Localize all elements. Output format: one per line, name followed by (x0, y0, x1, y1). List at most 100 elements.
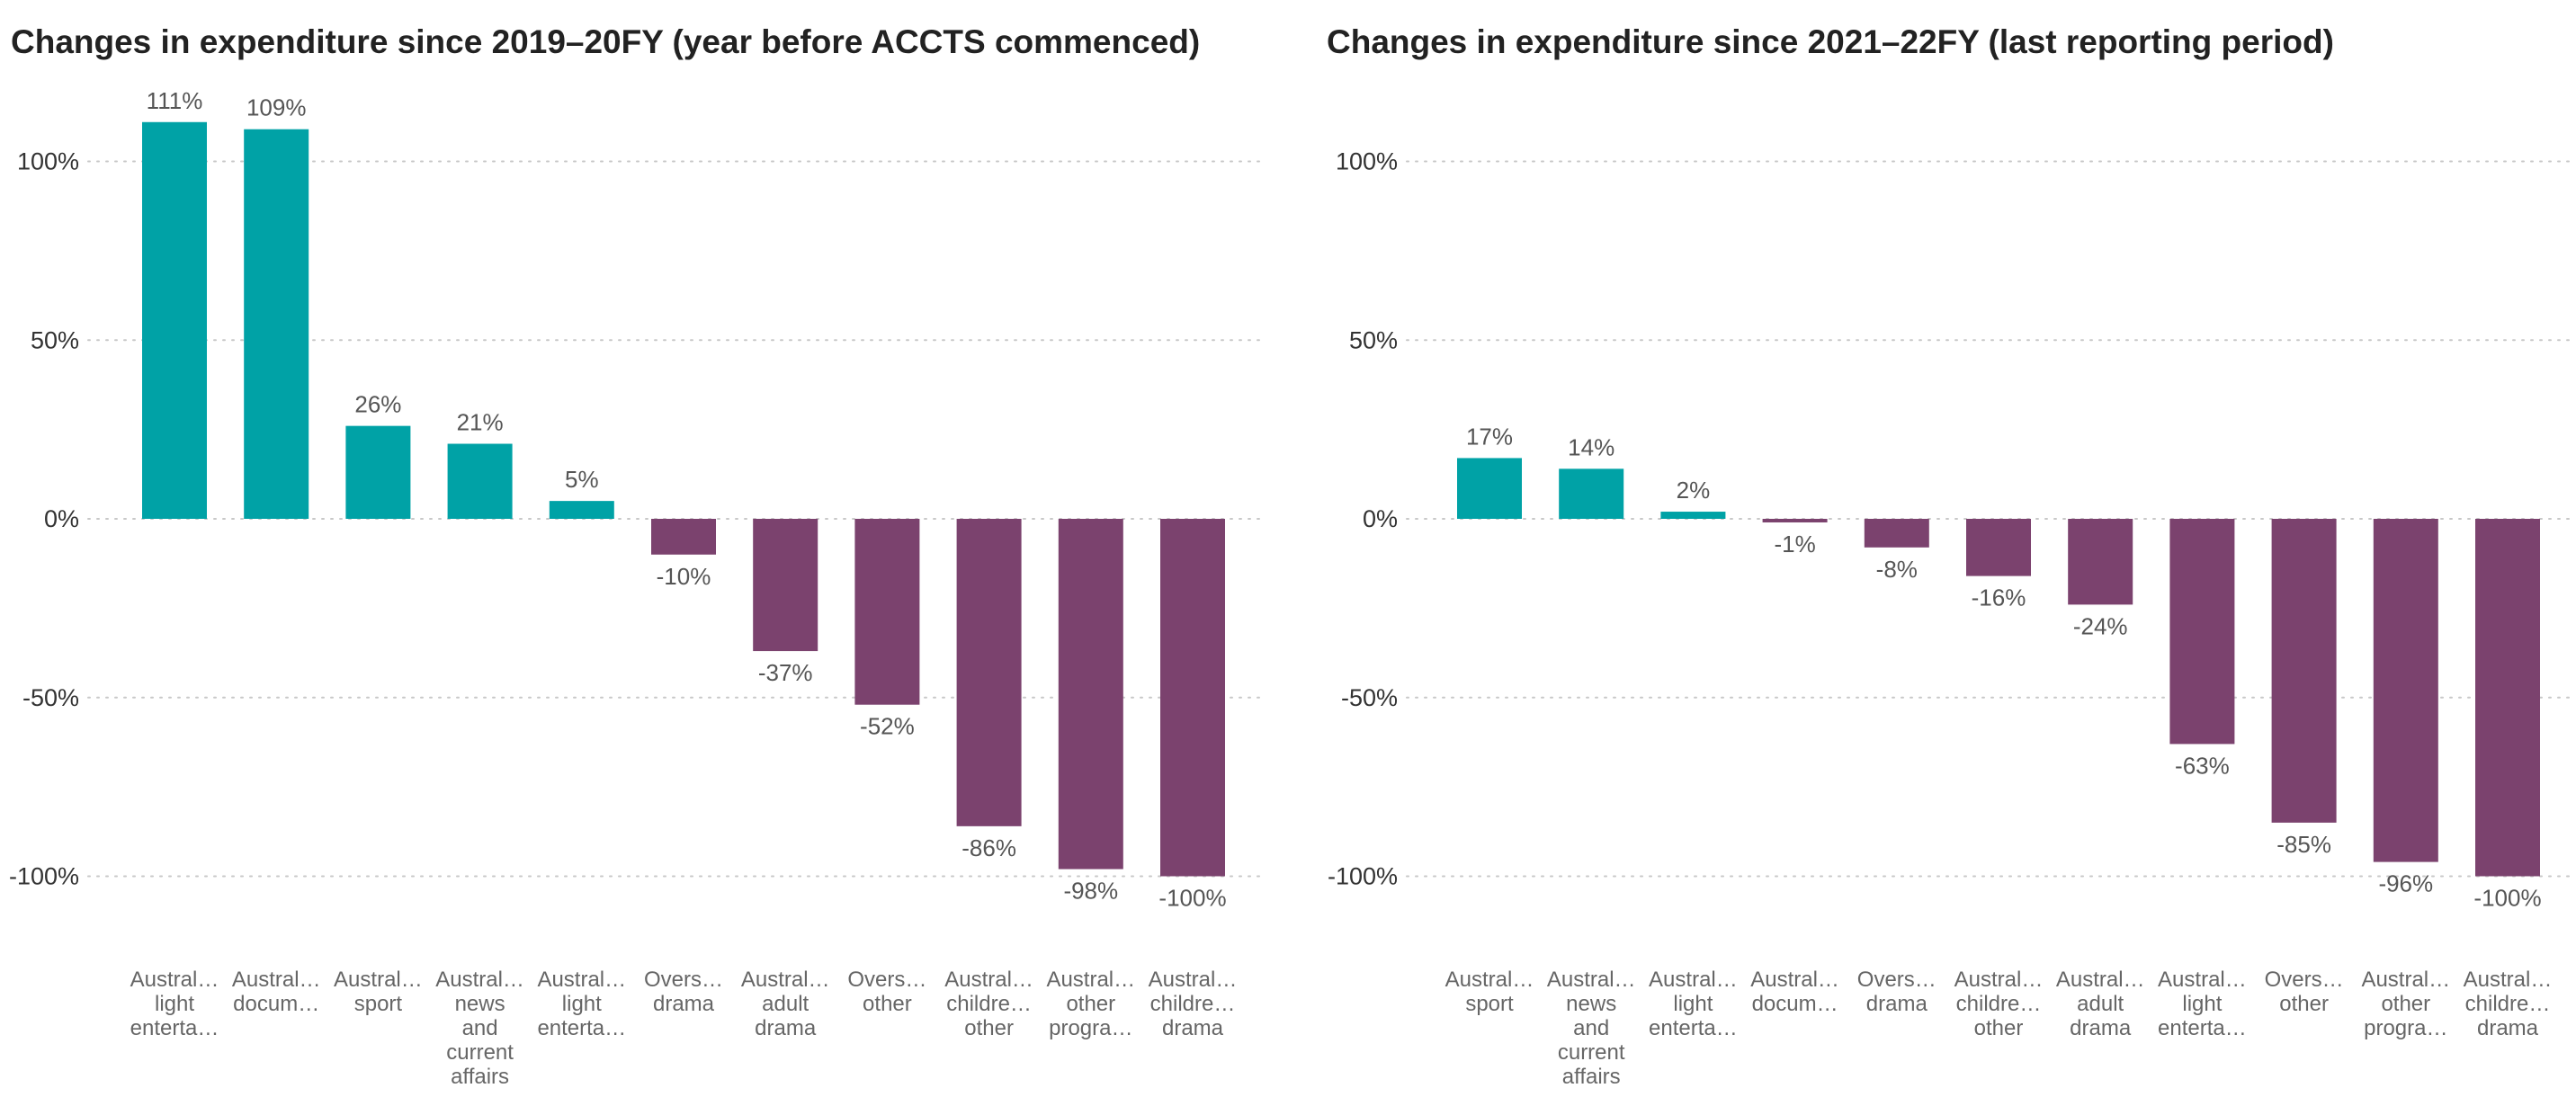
bar (1559, 468, 1624, 519)
data-label: -24% (2073, 612, 2128, 639)
category-label: news (455, 992, 505, 1016)
category-label: Austral… (130, 968, 219, 992)
category-label: Austral… (1954, 968, 2044, 992)
category-label: light (1673, 992, 1713, 1016)
bar (1864, 519, 1929, 548)
right-chart-title: Changes in expenditure since 2021–22FY (… (1327, 23, 2334, 60)
category-label: drama (1866, 992, 1928, 1016)
y-tick-label: 100% (17, 148, 79, 175)
category-label: and (462, 1016, 498, 1040)
y-tick-label: 50% (31, 326, 79, 353)
category-label: light (155, 992, 194, 1016)
category-label: affairs (451, 1065, 509, 1089)
category-label: current (1558, 1040, 1625, 1065)
category-label: other (1066, 992, 1115, 1016)
category-label: Austral… (232, 968, 321, 992)
category-label: Austral… (1046, 968, 1135, 992)
data-label: -63% (2175, 752, 2230, 779)
category-label: drama (2070, 1016, 2132, 1040)
category-label: enterta… (2158, 1016, 2247, 1040)
data-label: 109% (246, 94, 307, 121)
category-label: Austral… (944, 968, 1033, 992)
bar (2169, 519, 2235, 745)
data-label: -37% (758, 659, 813, 686)
category-label: Austral… (2361, 968, 2450, 992)
category-label: affairs (1562, 1065, 1621, 1089)
data-label: 111% (147, 87, 203, 114)
bar (854, 519, 920, 705)
bar (753, 519, 818, 652)
bar (1058, 519, 1123, 870)
bar (2373, 519, 2438, 862)
category-label: current (446, 1040, 514, 1065)
category-label: docum… (1752, 992, 1838, 1016)
data-label: -52% (860, 713, 915, 740)
category-label: Overs… (2265, 968, 2344, 992)
category-label: drama (755, 1016, 817, 1040)
category-label: Austral… (1750, 968, 1839, 992)
bar (244, 129, 309, 519)
category-label: other (2279, 992, 2329, 1016)
category-label: Overs… (644, 968, 723, 992)
category-label: progra… (2364, 1016, 2447, 1040)
data-label: 21% (457, 409, 504, 436)
category-label: childre… (1150, 992, 1236, 1016)
y-tick-label: -50% (1341, 684, 1398, 711)
category-label: docum… (233, 992, 319, 1016)
category-label: light (2182, 992, 2222, 1016)
data-label: -8% (1876, 556, 1918, 583)
bar (1966, 519, 2031, 576)
category-label: Austral… (2158, 968, 2247, 992)
category-label: adult (762, 992, 809, 1016)
left-chart-title: Changes in expenditure since 2019–20FY (… (11, 23, 1201, 60)
category-label: adult (2077, 992, 2124, 1016)
data-label: -96% (2378, 870, 2433, 897)
data-label: -16% (1972, 584, 2026, 611)
data-label: -100% (2473, 885, 2541, 912)
category-label: sport (1465, 992, 1514, 1016)
category-label: drama (653, 992, 715, 1016)
bar (447, 443, 513, 519)
data-label: -98% (1063, 878, 1118, 905)
category-label: Austral… (435, 968, 524, 992)
y-tick-label: 0% (1363, 505, 1398, 532)
category-label: enterta… (537, 1016, 626, 1040)
y-tick-label: -100% (9, 863, 79, 890)
category-label: Overs… (847, 968, 926, 992)
data-label: 5% (565, 466, 599, 493)
category-label: enterta… (130, 1016, 219, 1040)
category-label: drama (2477, 1016, 2539, 1040)
data-label: 2% (1677, 477, 1711, 504)
category-label: Austral… (741, 968, 830, 992)
category-label: progra… (1049, 1016, 1132, 1040)
bar (1762, 519, 1828, 522)
category-label: drama (1162, 1016, 1224, 1040)
y-tick-label: 0% (44, 505, 79, 532)
data-label: -100% (1158, 885, 1226, 912)
bar (2271, 519, 2337, 823)
data-label: 26% (354, 391, 401, 418)
bar (956, 519, 1022, 826)
category-label: Austral… (1547, 968, 1636, 992)
bar (1457, 458, 1522, 519)
category-label: Austral… (1445, 968, 1534, 992)
left-chart-plot: 100%50%0%-50%-100%111%Austral…lightenter… (9, 87, 1260, 1089)
category-label: Overs… (1857, 968, 1936, 992)
y-tick-label: -100% (1328, 863, 1398, 890)
category-label: other (1974, 1016, 2024, 1040)
category-label: Austral… (537, 968, 626, 992)
bar (2068, 519, 2133, 605)
y-tick-label: 50% (1349, 326, 1398, 353)
category-label: other (863, 992, 912, 1016)
category-label: childre… (2465, 992, 2551, 1016)
bar (651, 519, 716, 555)
category-label: Austral… (1649, 968, 1738, 992)
right-chart-plot: 100%50%0%-50%-100%17%Austral…sport14%Aus… (1328, 148, 2576, 1089)
data-label: -85% (2276, 831, 2331, 858)
right-chart-panel: Changes in expenditure since 2021–22FY (… (1288, 0, 2576, 1106)
bar (1160, 519, 1225, 877)
y-tick-label: -50% (22, 684, 79, 711)
bar (549, 501, 614, 519)
data-label: -10% (657, 563, 711, 590)
category-label: childre… (946, 992, 1032, 1016)
